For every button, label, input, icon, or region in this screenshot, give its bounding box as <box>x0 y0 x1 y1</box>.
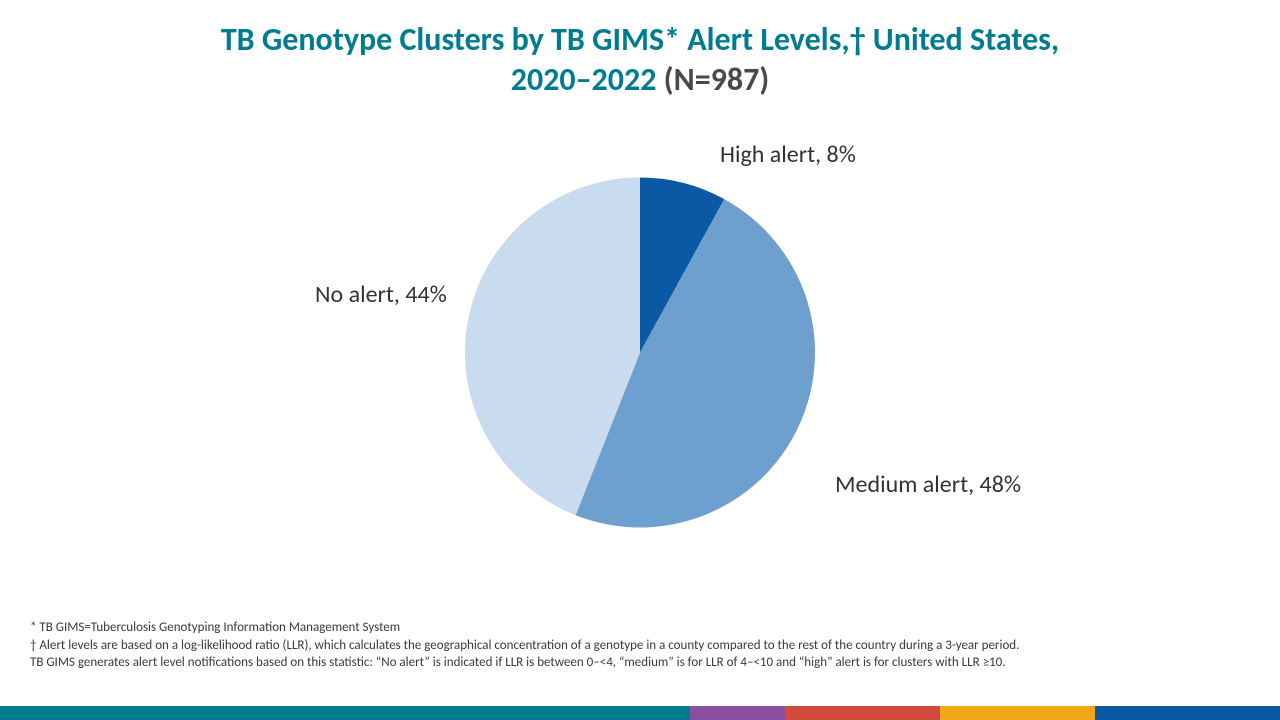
footnote-line: TB GIMS generates alert level notificati… <box>30 654 1250 672</box>
footnote-line: † Alert levels are based on a log-likeli… <box>30 637 1250 655</box>
footnote-line: * TB GIMS=Tuberculosis Genotyping Inform… <box>30 619 1250 637</box>
footer-bar-segment <box>690 706 785 720</box>
footer-bar-segment <box>0 706 690 720</box>
footer-bar-segment <box>940 706 1095 720</box>
pie-svg <box>460 173 820 533</box>
pie-chart <box>460 173 820 538</box>
title-line2-bold: 2020–2022 <box>511 60 657 99</box>
title-line1: TB Genotype Clusters by TB GIMS* Alert L… <box>221 20 1059 59</box>
slide-container: { "title": { "line1": "TB Genotype Clust… <box>0 0 1280 720</box>
pie-slice-label: Medium alert, 48% <box>835 470 1021 499</box>
pie-chart-area: High alert, 8% Medium alert, 48% No alert,… <box>0 120 1280 590</box>
footer-color-bar <box>0 706 1280 720</box>
footer-bar-segment <box>1095 706 1280 720</box>
footnotes: * TB GIMS=Tuberculosis Genotyping Inform… <box>30 619 1250 672</box>
footer-bar-segment <box>785 706 940 720</box>
title-n: (N=987) <box>656 60 769 99</box>
chart-title: TB Genotype Clusters by TB GIMS* Alert L… <box>0 20 1280 100</box>
pie-slice-label: High alert, 8% <box>720 140 856 169</box>
pie-slice-label: No alert, 44% <box>315 280 447 309</box>
